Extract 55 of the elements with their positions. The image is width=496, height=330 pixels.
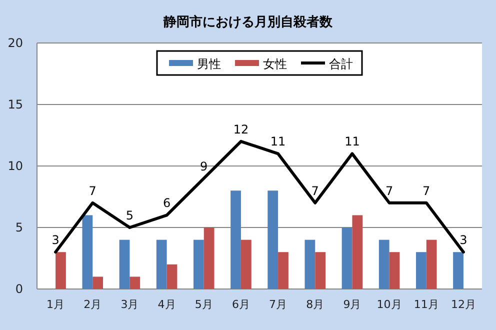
y-tick-label: 15	[8, 98, 23, 112]
bar	[453, 252, 464, 289]
x-tick-label: 6月	[232, 298, 250, 311]
legend-label: 合計	[329, 57, 353, 71]
x-tick-label: 11月	[414, 298, 439, 311]
bar	[166, 264, 178, 289]
x-tick-label: 9月	[343, 298, 362, 311]
bar	[92, 276, 104, 289]
bar	[426, 240, 437, 289]
data-label: 7	[385, 184, 394, 198]
data-label: 5	[126, 208, 134, 222]
y-tick-label: 0	[15, 282, 23, 296]
data-label: 9	[200, 159, 208, 174]
bar	[56, 252, 66, 289]
x-tick-label: 1月	[46, 298, 65, 311]
data-label: 12	[233, 122, 249, 136]
data-label: 11	[344, 134, 360, 149]
data-label: 11	[270, 134, 286, 149]
x-tick-label: 5月	[194, 298, 213, 311]
bar	[315, 252, 326, 289]
bar	[204, 228, 214, 289]
x-tick-label: 4月	[158, 298, 176, 311]
bar	[119, 240, 130, 289]
chart-title: 静岡市における月別自殺者数	[162, 14, 334, 30]
data-label: 6	[162, 196, 171, 210]
bar	[82, 215, 93, 289]
bar	[230, 190, 241, 289]
data-label: 7	[88, 184, 96, 198]
x-tick-label: 7月	[269, 298, 288, 311]
y-tick-label: 10	[8, 159, 23, 173]
y-tick-label: 5	[15, 220, 23, 234]
legend-label: 男性	[197, 57, 221, 71]
legend-label: 女性	[263, 57, 287, 71]
x-tick-label: 12月	[450, 298, 476, 311]
bar	[416, 252, 426, 289]
data-label: 3	[460, 233, 468, 248]
bar	[193, 240, 204, 289]
data-label: 3	[52, 233, 60, 248]
bar	[156, 240, 167, 289]
x-tick-label: 3月	[120, 298, 139, 311]
bar	[378, 240, 390, 289]
x-tick-label: 10月	[376, 298, 402, 311]
x-tick-label: 8月	[306, 298, 324, 311]
data-label: 7	[311, 184, 319, 198]
y-tick-label: 20	[8, 36, 23, 50]
bar	[278, 252, 288, 289]
x-tick-label: 2月	[84, 298, 102, 311]
bar	[268, 190, 278, 289]
bar	[240, 240, 252, 289]
bar	[389, 252, 400, 289]
bar	[352, 215, 363, 289]
data-label: 7	[422, 184, 430, 198]
bar	[342, 228, 352, 289]
bar	[304, 240, 316, 289]
bar	[130, 276, 140, 289]
